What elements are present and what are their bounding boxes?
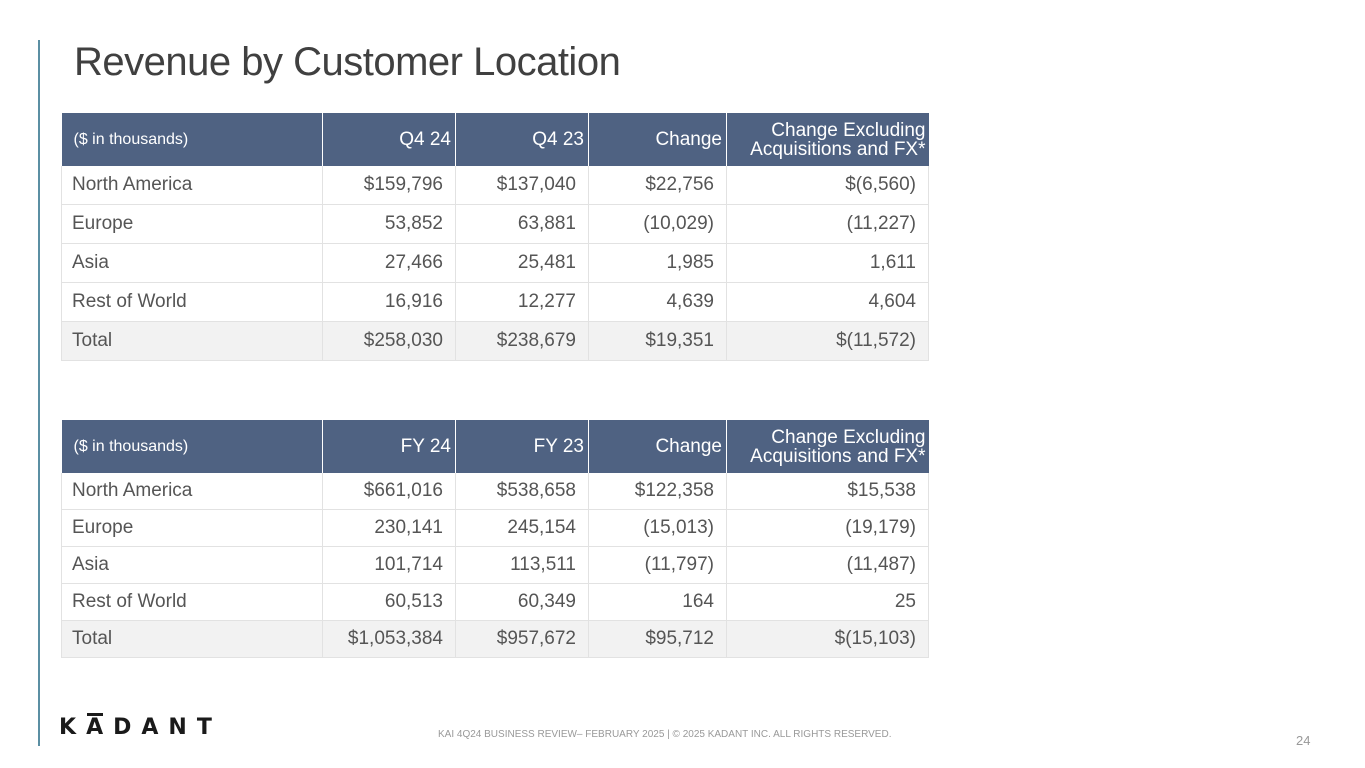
value-cell: 16,916 (322, 282, 456, 322)
column-header: Change (588, 420, 727, 473)
value-cell: $1,053,384 (322, 620, 456, 658)
value-cell: 164 (588, 583, 727, 621)
column-header: Q4 24 (322, 113, 456, 166)
region-cell: Rest of World (61, 282, 323, 322)
value-cell: $538,658 (455, 473, 589, 510)
logo-letter: D (113, 715, 142, 740)
value-cell: (15,013) (588, 509, 727, 547)
value-cell: 4,639 (588, 282, 727, 322)
footer-text: KAI 4Q24 BUSINESS REVIEW– FEBRUARY 2025 … (438, 729, 892, 740)
column-header: Change Excluding Acquisitions and FX* (726, 420, 929, 473)
column-header: Change (588, 113, 727, 166)
table-header-row: ($ in thousands) FY 24 FY 23 Change Chan… (61, 420, 929, 473)
value-cell: 60,349 (455, 583, 589, 621)
value-cell: (11,487) (726, 546, 929, 584)
column-header: Q4 23 (455, 113, 589, 166)
left-accent-rule (38, 40, 40, 746)
value-cell: $159,796 (322, 166, 456, 205)
table-row: Rest of World 60,513 60,349 164 25 (61, 583, 929, 621)
table-row: North America $661,016 $538,658 $122,358… (61, 473, 929, 510)
value-cell: 101,714 (322, 546, 456, 584)
value-cell: $661,016 (322, 473, 456, 510)
logo-wordmark: KADANT (59, 713, 222, 740)
value-cell: 27,466 (322, 243, 456, 283)
column-header: FY 23 (455, 420, 589, 473)
value-cell: $19,351 (588, 321, 727, 361)
page-title: Revenue by Customer Location (74, 40, 621, 84)
value-cell: 1,611 (726, 243, 929, 283)
column-header: FY 24 (322, 420, 456, 473)
value-cell: 1,985 (588, 243, 727, 283)
header-line: Change Excluding (771, 426, 926, 448)
value-cell: $(15,103) (726, 620, 929, 658)
table-row: Europe 53,852 63,881 (10,029) (11,227) (61, 204, 929, 244)
logo-letter: T (196, 715, 222, 740)
value-cell: 245,154 (455, 509, 589, 547)
page-number: 24 (1296, 733, 1311, 748)
value-cell: 12,277 (455, 282, 589, 322)
logo-letter: A (141, 715, 169, 740)
logo-letter: K (59, 715, 87, 740)
value-cell: 25 (726, 583, 929, 621)
value-cell: $22,756 (588, 166, 727, 205)
value-cell: 113,511 (455, 546, 589, 584)
header-line: Acquisitions and FX* (750, 138, 926, 160)
region-cell: Rest of World (61, 583, 323, 621)
region-cell: Europe (61, 509, 323, 547)
region-cell: Total (61, 620, 323, 658)
value-cell: $137,040 (455, 166, 589, 205)
table-row: Asia 101,714 113,511 (11,797) (11,487) (61, 546, 929, 584)
value-cell: (10,029) (588, 204, 727, 244)
units-header: ($ in thousands) (61, 113, 323, 166)
region-cell: Europe (61, 204, 323, 244)
logo-letter: A (86, 713, 114, 740)
value-cell: $15,538 (726, 473, 929, 510)
region-cell: North America (61, 166, 323, 205)
header-line: Acquisitions and FX* (750, 445, 926, 467)
value-cell: 63,881 (455, 204, 589, 244)
total-row: Total $1,053,384 $957,672 $95,712 $(15,1… (61, 620, 929, 658)
region-cell: Asia (61, 546, 323, 584)
value-cell: (19,179) (726, 509, 929, 547)
table-row: North America $159,796 $137,040 $22,756 … (61, 166, 929, 205)
value-cell: $(6,560) (726, 166, 929, 205)
table-row: Europe 230,141 245,154 (15,013) (19,179) (61, 509, 929, 547)
value-cell: (11,797) (588, 546, 727, 584)
logo-letter: N (168, 715, 197, 740)
revenue-table-q4: ($ in thousands) Q4 24 Q4 23 Change Chan… (61, 113, 929, 361)
region-cell: Total (61, 321, 323, 361)
value-cell: 25,481 (455, 243, 589, 283)
kadant-logo: KADANT (59, 713, 222, 740)
column-header: Change Excluding Acquisitions and FX* (726, 113, 929, 166)
value-cell: 60,513 (322, 583, 456, 621)
value-cell: (11,227) (726, 204, 929, 244)
units-header: ($ in thousands) (61, 420, 323, 473)
region-cell: North America (61, 473, 323, 510)
value-cell: 53,852 (322, 204, 456, 244)
table-row: Asia 27,466 25,481 1,985 1,611 (61, 243, 929, 283)
value-cell: $957,672 (455, 620, 589, 658)
value-cell: $238,679 (455, 321, 589, 361)
region-cell: Asia (61, 243, 323, 283)
value-cell: 4,604 (726, 282, 929, 322)
header-line: Change Excluding (771, 119, 926, 141)
table-header-row: ($ in thousands) Q4 24 Q4 23 Change Chan… (61, 113, 929, 166)
value-cell: $(11,572) (726, 321, 929, 361)
value-cell: $95,712 (588, 620, 727, 658)
revenue-table-fy: ($ in thousands) FY 24 FY 23 Change Chan… (61, 420, 929, 658)
value-cell: 230,141 (322, 509, 456, 547)
value-cell: $122,358 (588, 473, 727, 510)
table-row: Rest of World 16,916 12,277 4,639 4,604 (61, 282, 929, 322)
total-row: Total $258,030 $238,679 $19,351 $(11,572… (61, 321, 929, 361)
value-cell: $258,030 (322, 321, 456, 361)
